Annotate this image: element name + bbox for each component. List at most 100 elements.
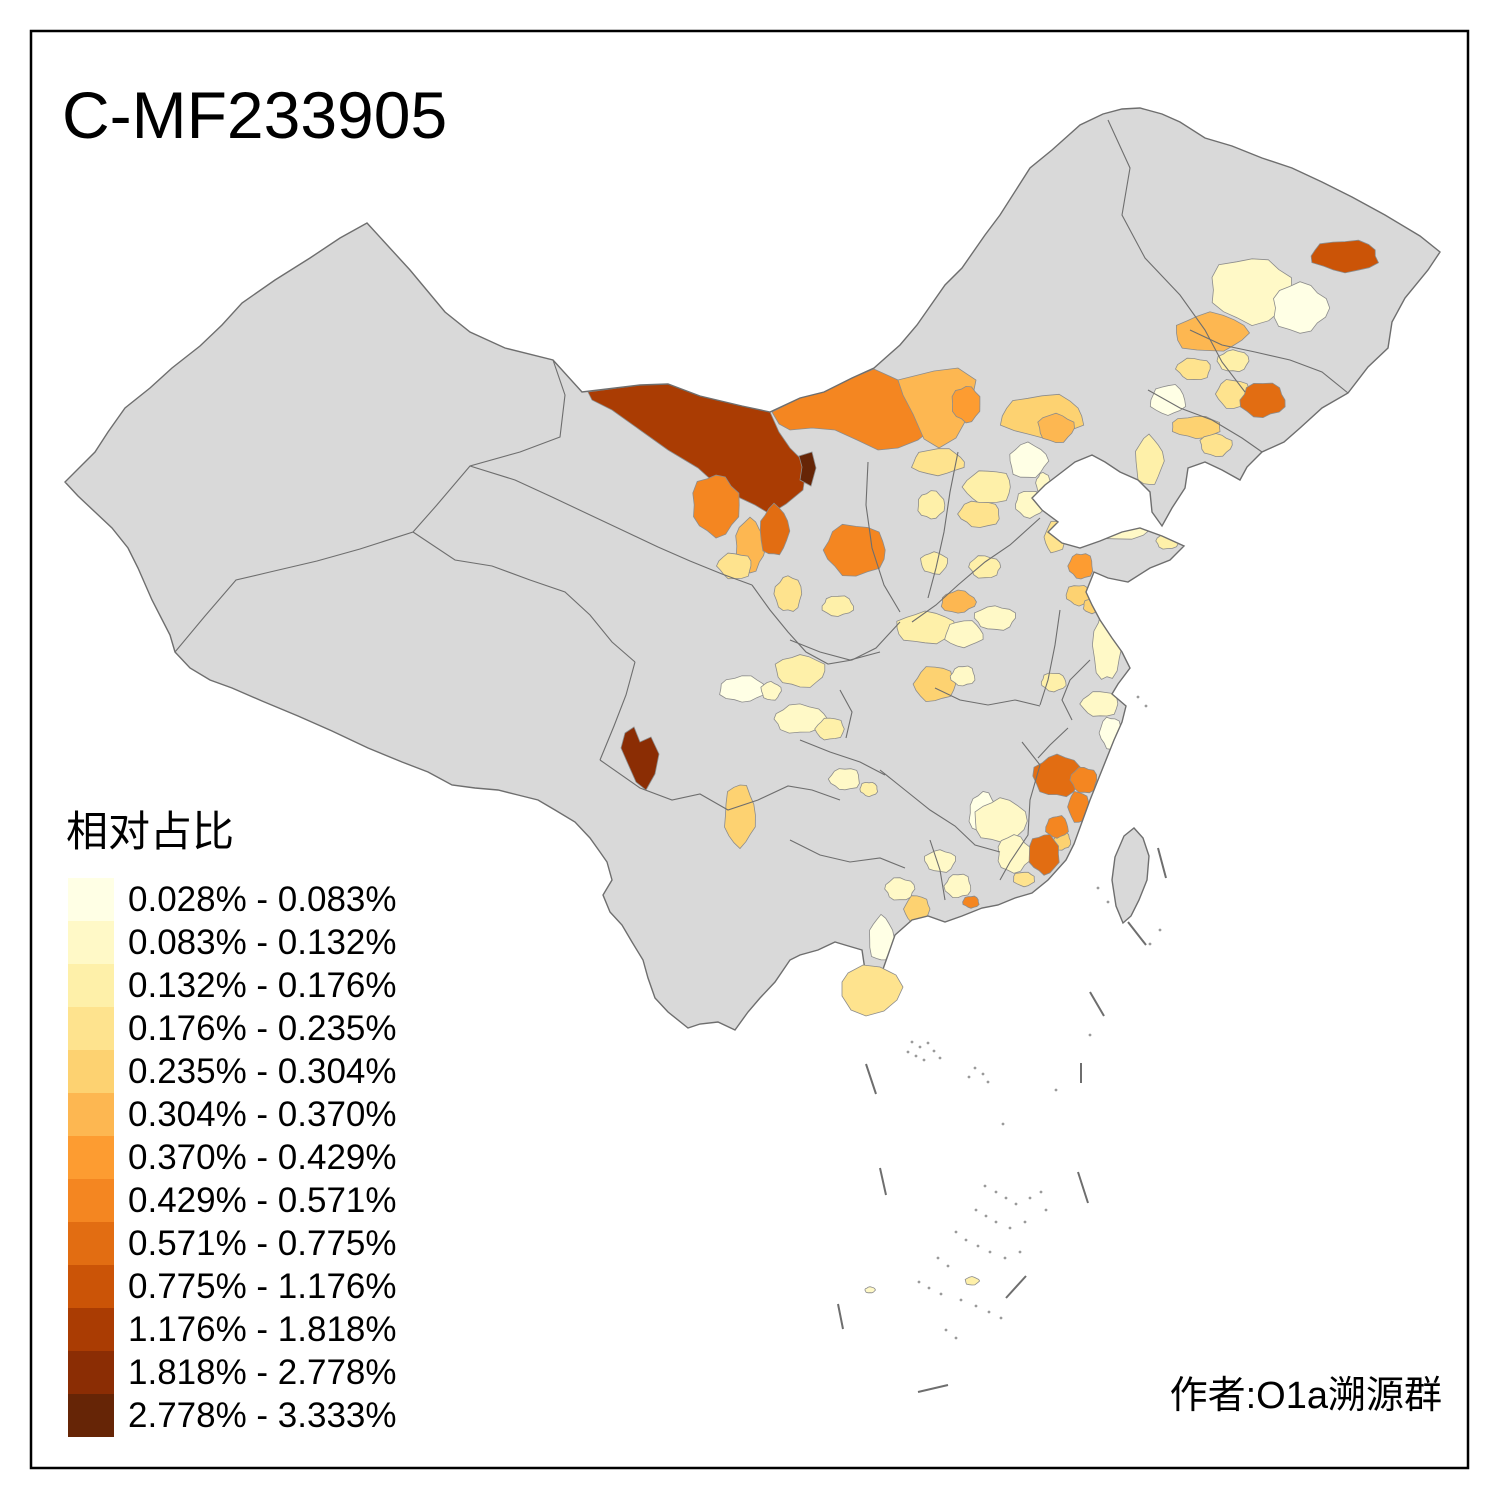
island-dot (986, 1080, 990, 1084)
region-quanzhou (1045, 815, 1069, 839)
island-dot (1008, 1226, 1012, 1230)
region-baoding (961, 470, 1011, 504)
legend-swatch (68, 1308, 114, 1351)
island-dot (954, 1336, 958, 1340)
region-songyuan (1175, 357, 1211, 381)
legend-row: 1.818% - 2.778% (68, 1351, 397, 1394)
province-border-line (911, 517, 1041, 623)
legend-row: 0.775% - 1.176% (68, 1265, 397, 1308)
region-guiyang (827, 768, 860, 791)
province-border-line (412, 531, 636, 663)
island-dot (944, 1328, 948, 1332)
legend-swatch (68, 921, 114, 964)
region-mianyang (774, 654, 826, 688)
island-dot (1023, 1220, 1027, 1224)
province-border-line (1147, 389, 1263, 453)
province-border-line (999, 741, 1041, 881)
region-sea-islet-2 (864, 1286, 877, 1294)
region-qingdao (1067, 553, 1094, 580)
island-dot (1003, 1256, 1007, 1260)
island-dot (984, 1214, 988, 1218)
island-dot (1088, 1033, 1092, 1037)
island-dot (910, 1040, 914, 1044)
island-dot (999, 1316, 1003, 1320)
region-pingdingshan (949, 665, 976, 687)
island-dot (1004, 1196, 1008, 1200)
island-dot (918, 1045, 922, 1049)
legend-row: 0.304% - 0.370% (68, 1093, 397, 1136)
region-nanping (1069, 767, 1098, 794)
region-neijiang (773, 703, 829, 734)
region-guangzhou (943, 873, 972, 898)
province-border-line (789, 839, 906, 869)
island-dot (994, 1190, 998, 1194)
legend-range-label: 0.571% - 0.775% (128, 1224, 397, 1263)
island-dot (964, 1238, 968, 1242)
island-dot (906, 1050, 910, 1054)
island-dot (1096, 886, 1100, 890)
legend-swatch (68, 878, 114, 921)
region-yichun-ne (1273, 281, 1331, 334)
region-anyang (968, 555, 1002, 579)
region-yinchuan (759, 502, 791, 556)
province-border-line (934, 687, 1041, 707)
island-dot (983, 1184, 987, 1188)
province-border-line (599, 661, 636, 761)
island-dot (959, 1298, 963, 1302)
legend-range-label: 0.775% - 1.176% (128, 1267, 397, 1306)
legend-row: 0.028% - 0.083% (68, 878, 397, 921)
figure-title: C-MF233905 (62, 78, 447, 152)
region-hangzhou (1079, 691, 1119, 717)
legend-row: 0.083% - 0.132% (68, 921, 397, 964)
legend-row: 0.429% - 0.571% (68, 1179, 397, 1222)
nine-dash-segment (917, 1384, 949, 1393)
nine-dash-segment (879, 1167, 887, 1196)
region-qujing (724, 784, 756, 850)
nine-dash-segment (837, 1303, 844, 1330)
island-dot (1028, 1196, 1032, 1200)
region-lanzhou (716, 552, 752, 580)
island-dot (926, 1041, 930, 1045)
island-dot (932, 1049, 936, 1053)
island-dot (974, 1208, 978, 1212)
legend: 0.028% - 0.083% 0.083% - 0.132% 0.132% - 0… (68, 878, 397, 1437)
province-border-line (469, 465, 753, 586)
legend-swatch (68, 1093, 114, 1136)
island-regions (841, 964, 981, 1294)
nine-dash-segment (1127, 921, 1147, 946)
legend-range-label: 0.083% - 0.132% (128, 923, 397, 962)
author-credit: 作者:O1a溯源群 (1170, 1375, 1442, 1417)
nine-dash-segment (1077, 1171, 1089, 1204)
legend-range-label: 1.818% - 2.778% (128, 1353, 397, 1392)
island-dot (1106, 900, 1110, 904)
figure-frame (29, 29, 1470, 1470)
legend-range-label: 0.429% - 0.571% (128, 1181, 397, 1220)
region-xinzhou (910, 448, 965, 477)
island-dot (1148, 942, 1152, 946)
legend-row: 0.176% - 0.235% (68, 1007, 397, 1050)
island-dot (994, 1220, 998, 1224)
region-chengdu (719, 675, 766, 703)
island-dot (1018, 1250, 1022, 1254)
region-sanming (1032, 753, 1083, 798)
legend-range-label: 0.176% - 0.235% (128, 1009, 397, 1048)
legend-range-label: 1.176% - 1.818% (128, 1310, 397, 1349)
region-dalian (1135, 433, 1165, 485)
region-guigang (884, 877, 916, 901)
nine-dash-line (837, 847, 1167, 1393)
legend-range-label: 0.028% - 0.083% (128, 880, 397, 919)
legend-row: 0.370% - 0.429% (68, 1136, 397, 1179)
region-changzhi (920, 551, 948, 575)
region-hegang (1310, 239, 1380, 274)
region-ordos (822, 523, 886, 577)
island-dot (1044, 1208, 1048, 1212)
region-yanbian (1239, 382, 1286, 419)
region-chongqing-west (814, 717, 845, 741)
region-luoyang (896, 610, 957, 645)
choropleth-regions (587, 239, 1380, 961)
province-border-line (929, 839, 946, 901)
nine-dash-segment (1157, 847, 1167, 879)
region-anqing (1040, 672, 1067, 693)
